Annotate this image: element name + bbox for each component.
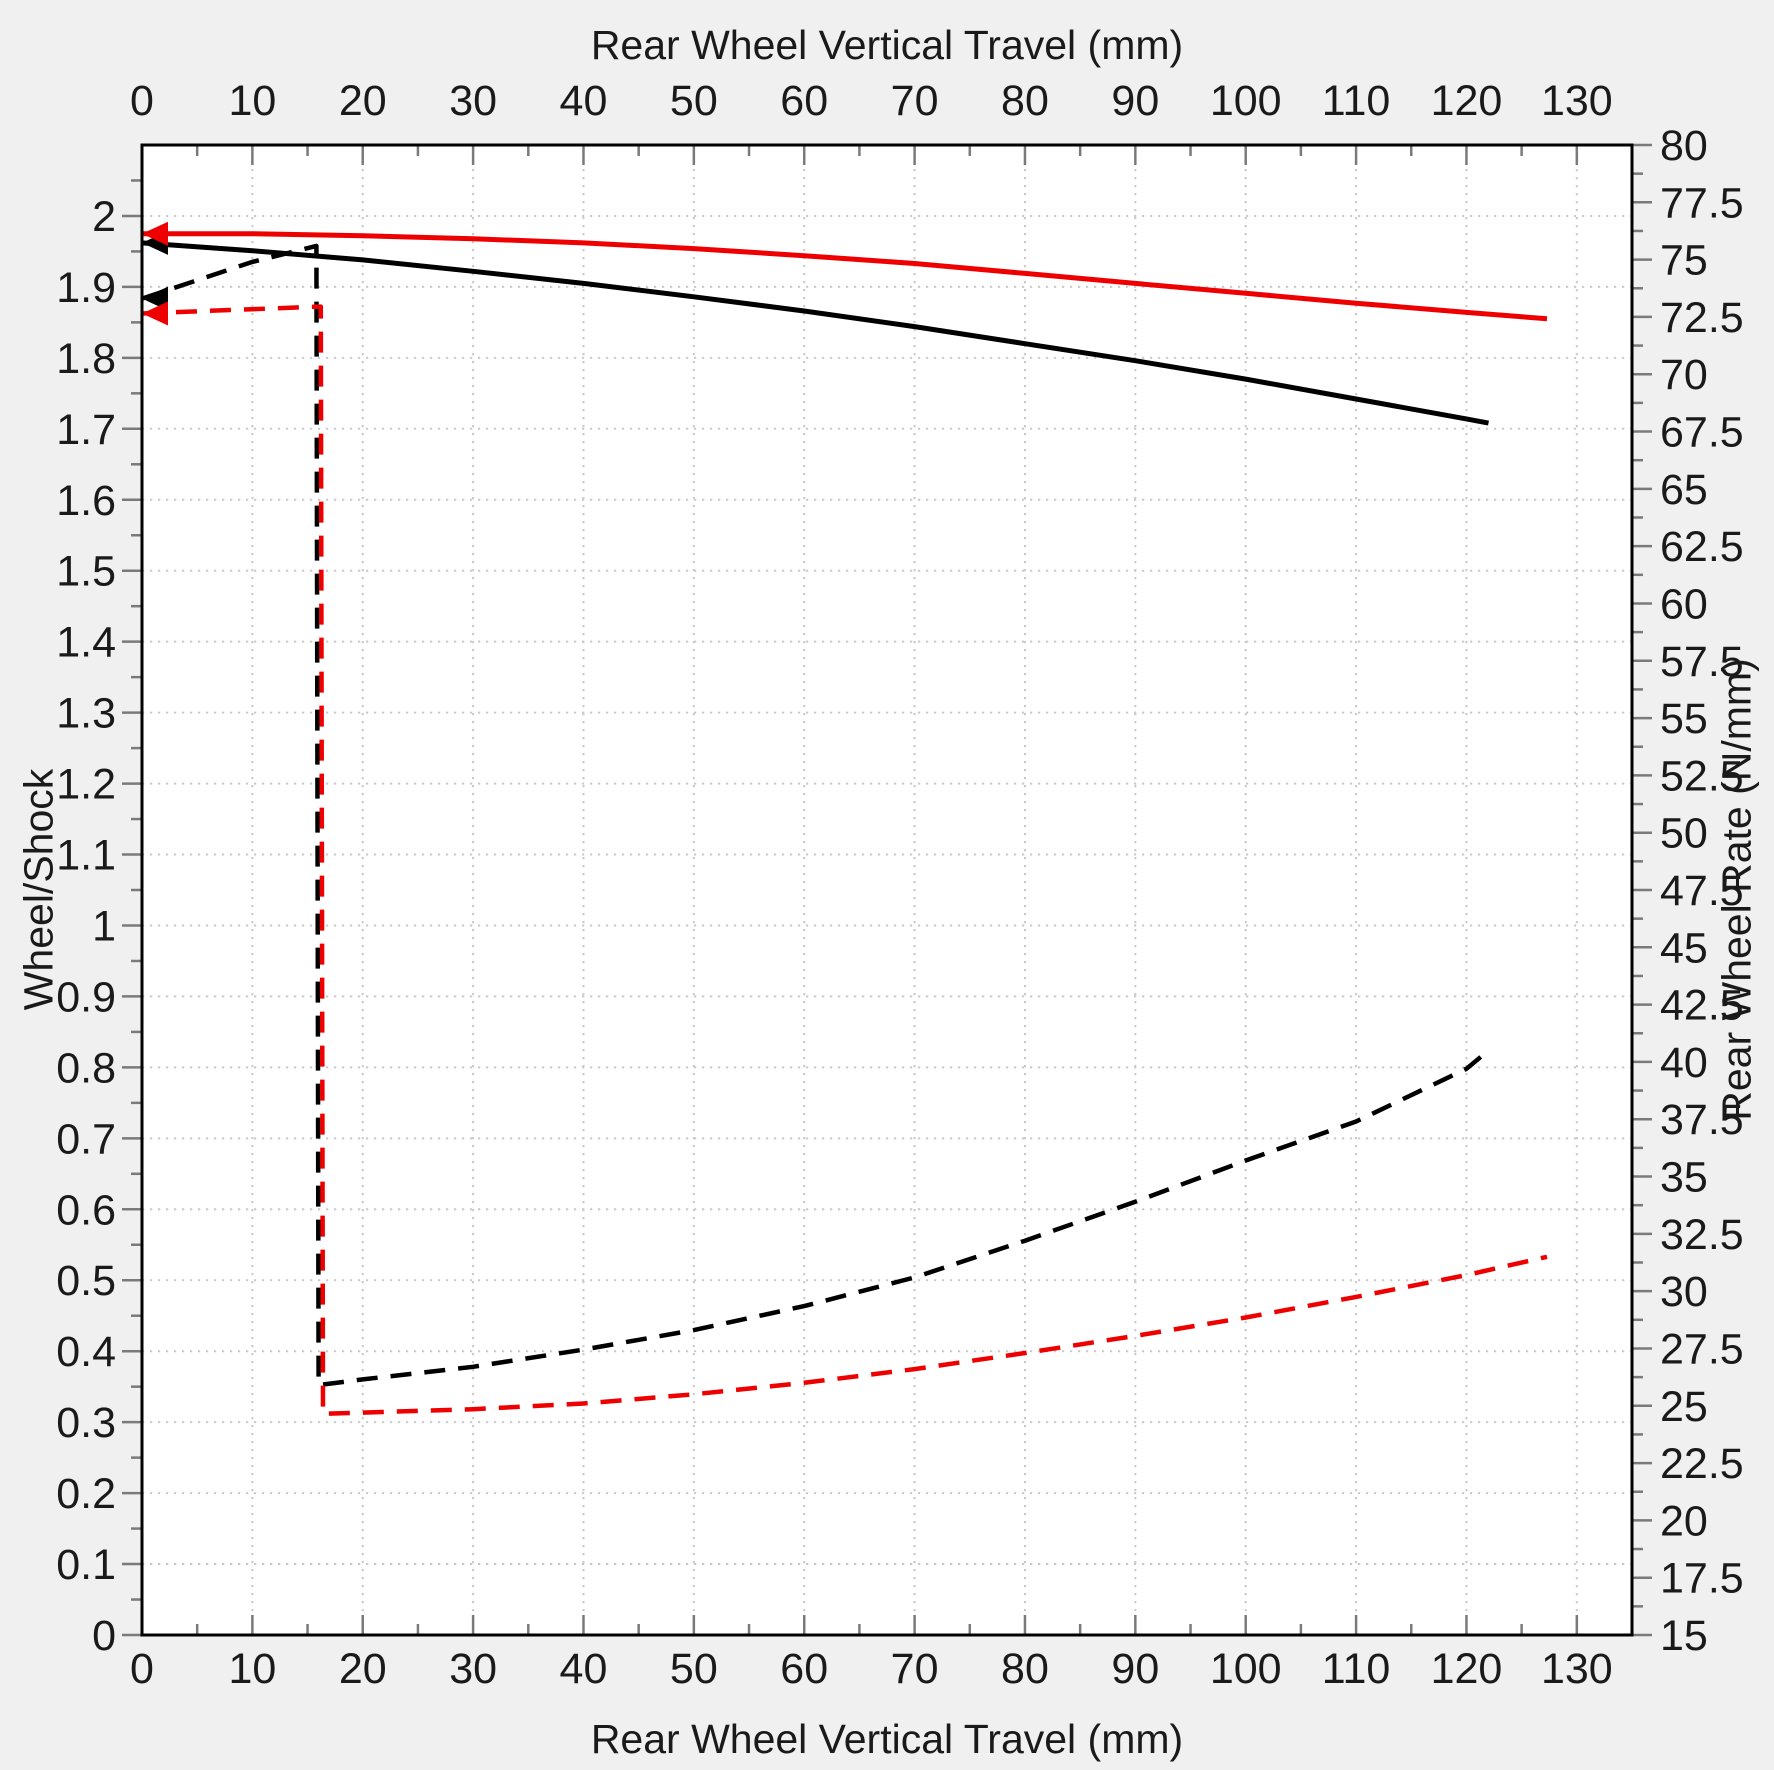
x-tick-label-bottom: 60 xyxy=(780,1645,828,1693)
top-axis-title: Rear Wheel Vertical Travel (mm) xyxy=(590,22,1184,68)
y-right-tick-label: 80 xyxy=(1660,122,1708,170)
y-left-tick-label: 0.5 xyxy=(56,1257,116,1305)
x-tick-label-top: 40 xyxy=(560,77,608,125)
x-tick-label-top: 90 xyxy=(1111,77,1159,125)
y-right-tick-label: 67.5 xyxy=(1660,409,1744,457)
x-tick-label-bottom: 50 xyxy=(670,1645,718,1693)
y-right-tick-label: 65 xyxy=(1660,466,1708,514)
y-left-tick-label: 0.4 xyxy=(56,1328,116,1376)
bottom-axis-title: Rear Wheel Vertical Travel (mm) xyxy=(590,1716,1184,1762)
y-left-tick-label: 1 xyxy=(92,902,116,950)
y-left-tick-label: 2 xyxy=(92,193,116,241)
x-tick-label-top: 70 xyxy=(891,77,939,125)
x-tick-label-top: 30 xyxy=(449,77,497,125)
y-right-tick-label: 72.5 xyxy=(1660,294,1744,342)
wheel-rate-red-dashed xyxy=(141,304,1548,1417)
x-tick-label-bottom: 20 xyxy=(339,1645,387,1693)
x-tick-label-bottom: 110 xyxy=(1322,1645,1391,1693)
x-tick-label-bottom: 30 xyxy=(449,1645,497,1693)
x-tick-label-top: 80 xyxy=(1001,77,1049,125)
y-right-tick-label: 30 xyxy=(1660,1268,1708,1316)
y-right-tick-label: 22.5 xyxy=(1660,1440,1744,1488)
y-left-tick-label: 0.7 xyxy=(56,1115,116,1163)
y-left-tick-label: 0.9 xyxy=(56,973,116,1021)
y-right-tick-label: 62.5 xyxy=(1660,523,1744,571)
x-tick-label-top: 50 xyxy=(670,77,718,125)
y-left-tick-label: 1.2 xyxy=(56,761,116,809)
x-tick-label-bottom: 40 xyxy=(560,1645,608,1693)
y-left-tick-label: 1.8 xyxy=(56,335,116,383)
wheel-rate-black-dashed xyxy=(141,243,1490,1388)
x-tick-label-bottom: 10 xyxy=(228,1645,276,1693)
y-left-tick-label: 0.1 xyxy=(56,1541,116,1589)
x-tick-label-top: 100 xyxy=(1210,77,1282,125)
x-tick-label-top: 120 xyxy=(1431,77,1503,125)
x-tick-label-bottom: 120 xyxy=(1431,1645,1503,1693)
y-right-tick-label: 50 xyxy=(1660,810,1708,858)
x-tick-label-top: 20 xyxy=(339,77,387,125)
wheel-rate-red-dashed-start-arrow-icon xyxy=(142,301,168,326)
y-right-tick-label: 25 xyxy=(1660,1383,1708,1431)
x-tick-label-top: 0 xyxy=(130,77,154,125)
x-tick-label-bottom: 80 xyxy=(1001,1645,1049,1693)
plot-area xyxy=(142,145,1632,1635)
y-right-tick-label: 40 xyxy=(1660,1039,1708,1087)
x-tick-label-top: 130 xyxy=(1541,77,1613,125)
y-left-tick-label: 0.6 xyxy=(56,1186,116,1234)
y-right-tick-label: 57.5 xyxy=(1660,638,1744,686)
leverage-ratio-black-solid xyxy=(141,240,1489,426)
y-left-tick-label: 1.5 xyxy=(56,548,116,596)
x-tick-label-top: 110 xyxy=(1322,77,1391,125)
y-right-tick-label: 47.5 xyxy=(1660,867,1744,915)
leverage-ratio-red-solid-start-arrow-icon xyxy=(142,221,168,246)
y-right-tick-label: 17.5 xyxy=(1660,1555,1744,1603)
y-left-tick-label: 0 xyxy=(92,1612,116,1660)
y-left-tick-label: 1.1 xyxy=(56,832,116,880)
y-right-tick-label: 15 xyxy=(1660,1612,1708,1660)
plot-frame xyxy=(140,143,1634,1637)
x-tick-label-bottom: 0 xyxy=(130,1645,154,1693)
y-right-tick-label: 27.5 xyxy=(1660,1325,1744,1373)
y-right-tick-label: 45 xyxy=(1660,924,1708,972)
y-left-tick-label: 1.7 xyxy=(56,406,116,454)
y-right-tick-label: 55 xyxy=(1660,695,1708,743)
x-tick-label-bottom: 90 xyxy=(1111,1645,1159,1693)
y-right-tick-label: 75 xyxy=(1660,237,1708,285)
x-tick-label-bottom: 70 xyxy=(891,1645,939,1693)
y-right-tick-label: 35 xyxy=(1660,1154,1708,1202)
y-left-tick-label: 1.9 xyxy=(56,264,116,312)
y-right-tick-label: 52.5 xyxy=(1660,752,1744,800)
y-right-tick-label: 20 xyxy=(1660,1497,1708,1545)
y-right-tick-label: 42.5 xyxy=(1660,982,1744,1030)
y-left-tick-label: 1.4 xyxy=(56,619,116,667)
y-right-tick-label: 60 xyxy=(1660,580,1708,628)
y-right-tick-label: 32.5 xyxy=(1660,1211,1744,1259)
y-right-tick-label: 70 xyxy=(1660,351,1708,399)
x-tick-label-bottom: 130 xyxy=(1541,1645,1613,1693)
y-left-tick-label: 1.3 xyxy=(56,690,116,738)
y-left-tick-label: 1.6 xyxy=(56,477,116,525)
y-right-tick-label: 77.5 xyxy=(1660,179,1744,227)
y-left-tick-label: 0.2 xyxy=(56,1470,116,1518)
x-tick-label-top: 10 xyxy=(228,77,276,125)
y-left-tick-label: 0.8 xyxy=(56,1044,116,1092)
x-tick-label-top: 60 xyxy=(780,77,828,125)
x-tick-label-bottom: 100 xyxy=(1210,1645,1282,1693)
y-left-tick-label: 0.3 xyxy=(56,1399,116,1447)
leverage-ratio-red-solid xyxy=(142,231,1548,322)
y-right-tick-label: 37.5 xyxy=(1660,1096,1744,1144)
